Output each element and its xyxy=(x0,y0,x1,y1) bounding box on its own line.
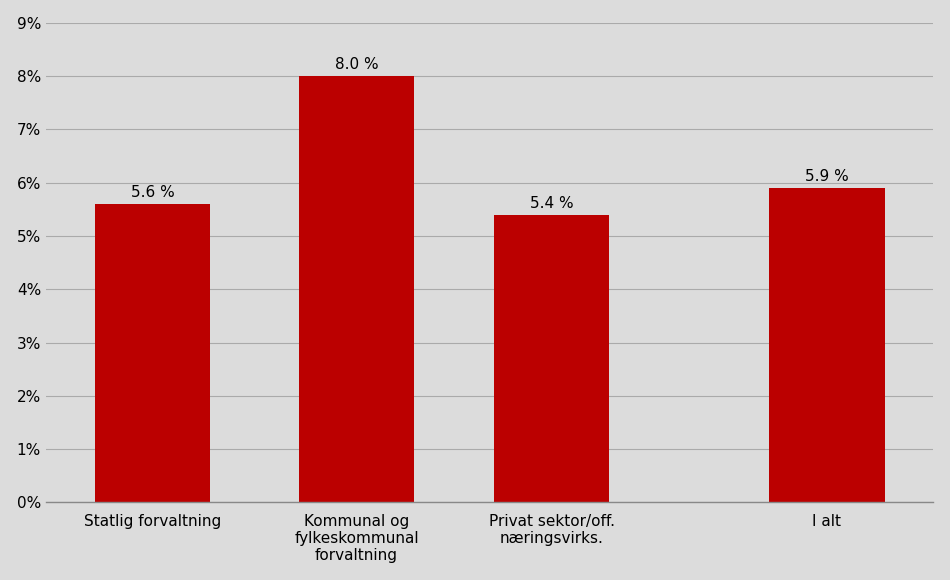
Bar xyxy=(95,204,210,502)
Text: 5.4 %: 5.4 % xyxy=(530,196,574,211)
Text: 5.9 %: 5.9 % xyxy=(805,169,848,184)
Bar xyxy=(770,188,884,502)
Bar xyxy=(494,215,609,502)
Text: 8.0 %: 8.0 % xyxy=(334,57,378,72)
Bar xyxy=(299,76,414,502)
Text: 5.6 %: 5.6 % xyxy=(130,185,174,200)
